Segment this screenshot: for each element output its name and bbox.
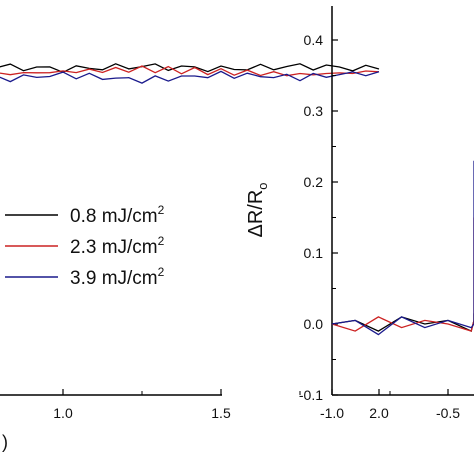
legend-entry-2: 3.9 mJ/cm2 (5, 265, 165, 289)
right-y-tick-label-3: 0.2 (304, 174, 324, 190)
right-y-tick-label-2: 0.1 (304, 245, 324, 261)
left-x-tick-label-1: 1.5 (211, 405, 231, 421)
right-x-tick-label-0: -1.0 (320, 405, 344, 421)
right-series-group (331, 160, 474, 336)
right-series-line-1 (331, 217, 474, 332)
legend-entry-0: 0.8 mJ/cm2 (5, 203, 165, 227)
right-series-line-2 (331, 160, 474, 336)
right-chart-panel: -0.1 0.0 0.1 0.2 0.3 0.4 -1.0 -0.5 ΔR/Ro (245, 6, 474, 421)
left-x-tick-label-0: 1.0 (53, 405, 73, 421)
left-x-ticks: 1.0 1.5 2.0 (53, 389, 389, 421)
right-y-axis-title: ΔR/Ro (245, 182, 270, 237)
right-y-tick-label-0: -0.1 (299, 387, 323, 403)
left-series-line-1 (0, 65, 380, 77)
legend-label-1: 2.3 mJ/cm2 (70, 234, 165, 258)
legend-entry-1: 2.3 mJ/cm2 (5, 234, 165, 258)
right-x-tick-label-1: -0.5 (436, 405, 460, 421)
legend-label-2: 3.9 mJ/cm2 (70, 265, 165, 289)
left-x-tick-label-2: 2.0 (369, 405, 389, 421)
legend-label-0: 0.8 mJ/cm2 (70, 203, 165, 227)
right-y-tick-label-1: 0.0 (304, 316, 324, 332)
left-partial-label: ) (2, 432, 8, 452)
right-y-tick-label-4: 0.3 (304, 103, 324, 119)
left-chart-panel: 1.0 1.5 2.0 ) 0.8 mJ/cm2 2.3 mJ/cm2 3.9 mJ… (0, 63, 389, 452)
right-x-ticks: -1.0 -0.5 (320, 389, 460, 421)
left-series-group (0, 63, 380, 84)
left-series-line-2 (0, 70, 380, 84)
legend: 0.8 mJ/cm2 2.3 mJ/cm2 3.9 mJ/cm2 (5, 203, 165, 289)
right-y-ticks: -0.1 0.0 0.1 0.2 0.3 0.4 (299, 32, 338, 403)
right-y-tick-label-5: 0.4 (304, 32, 324, 48)
